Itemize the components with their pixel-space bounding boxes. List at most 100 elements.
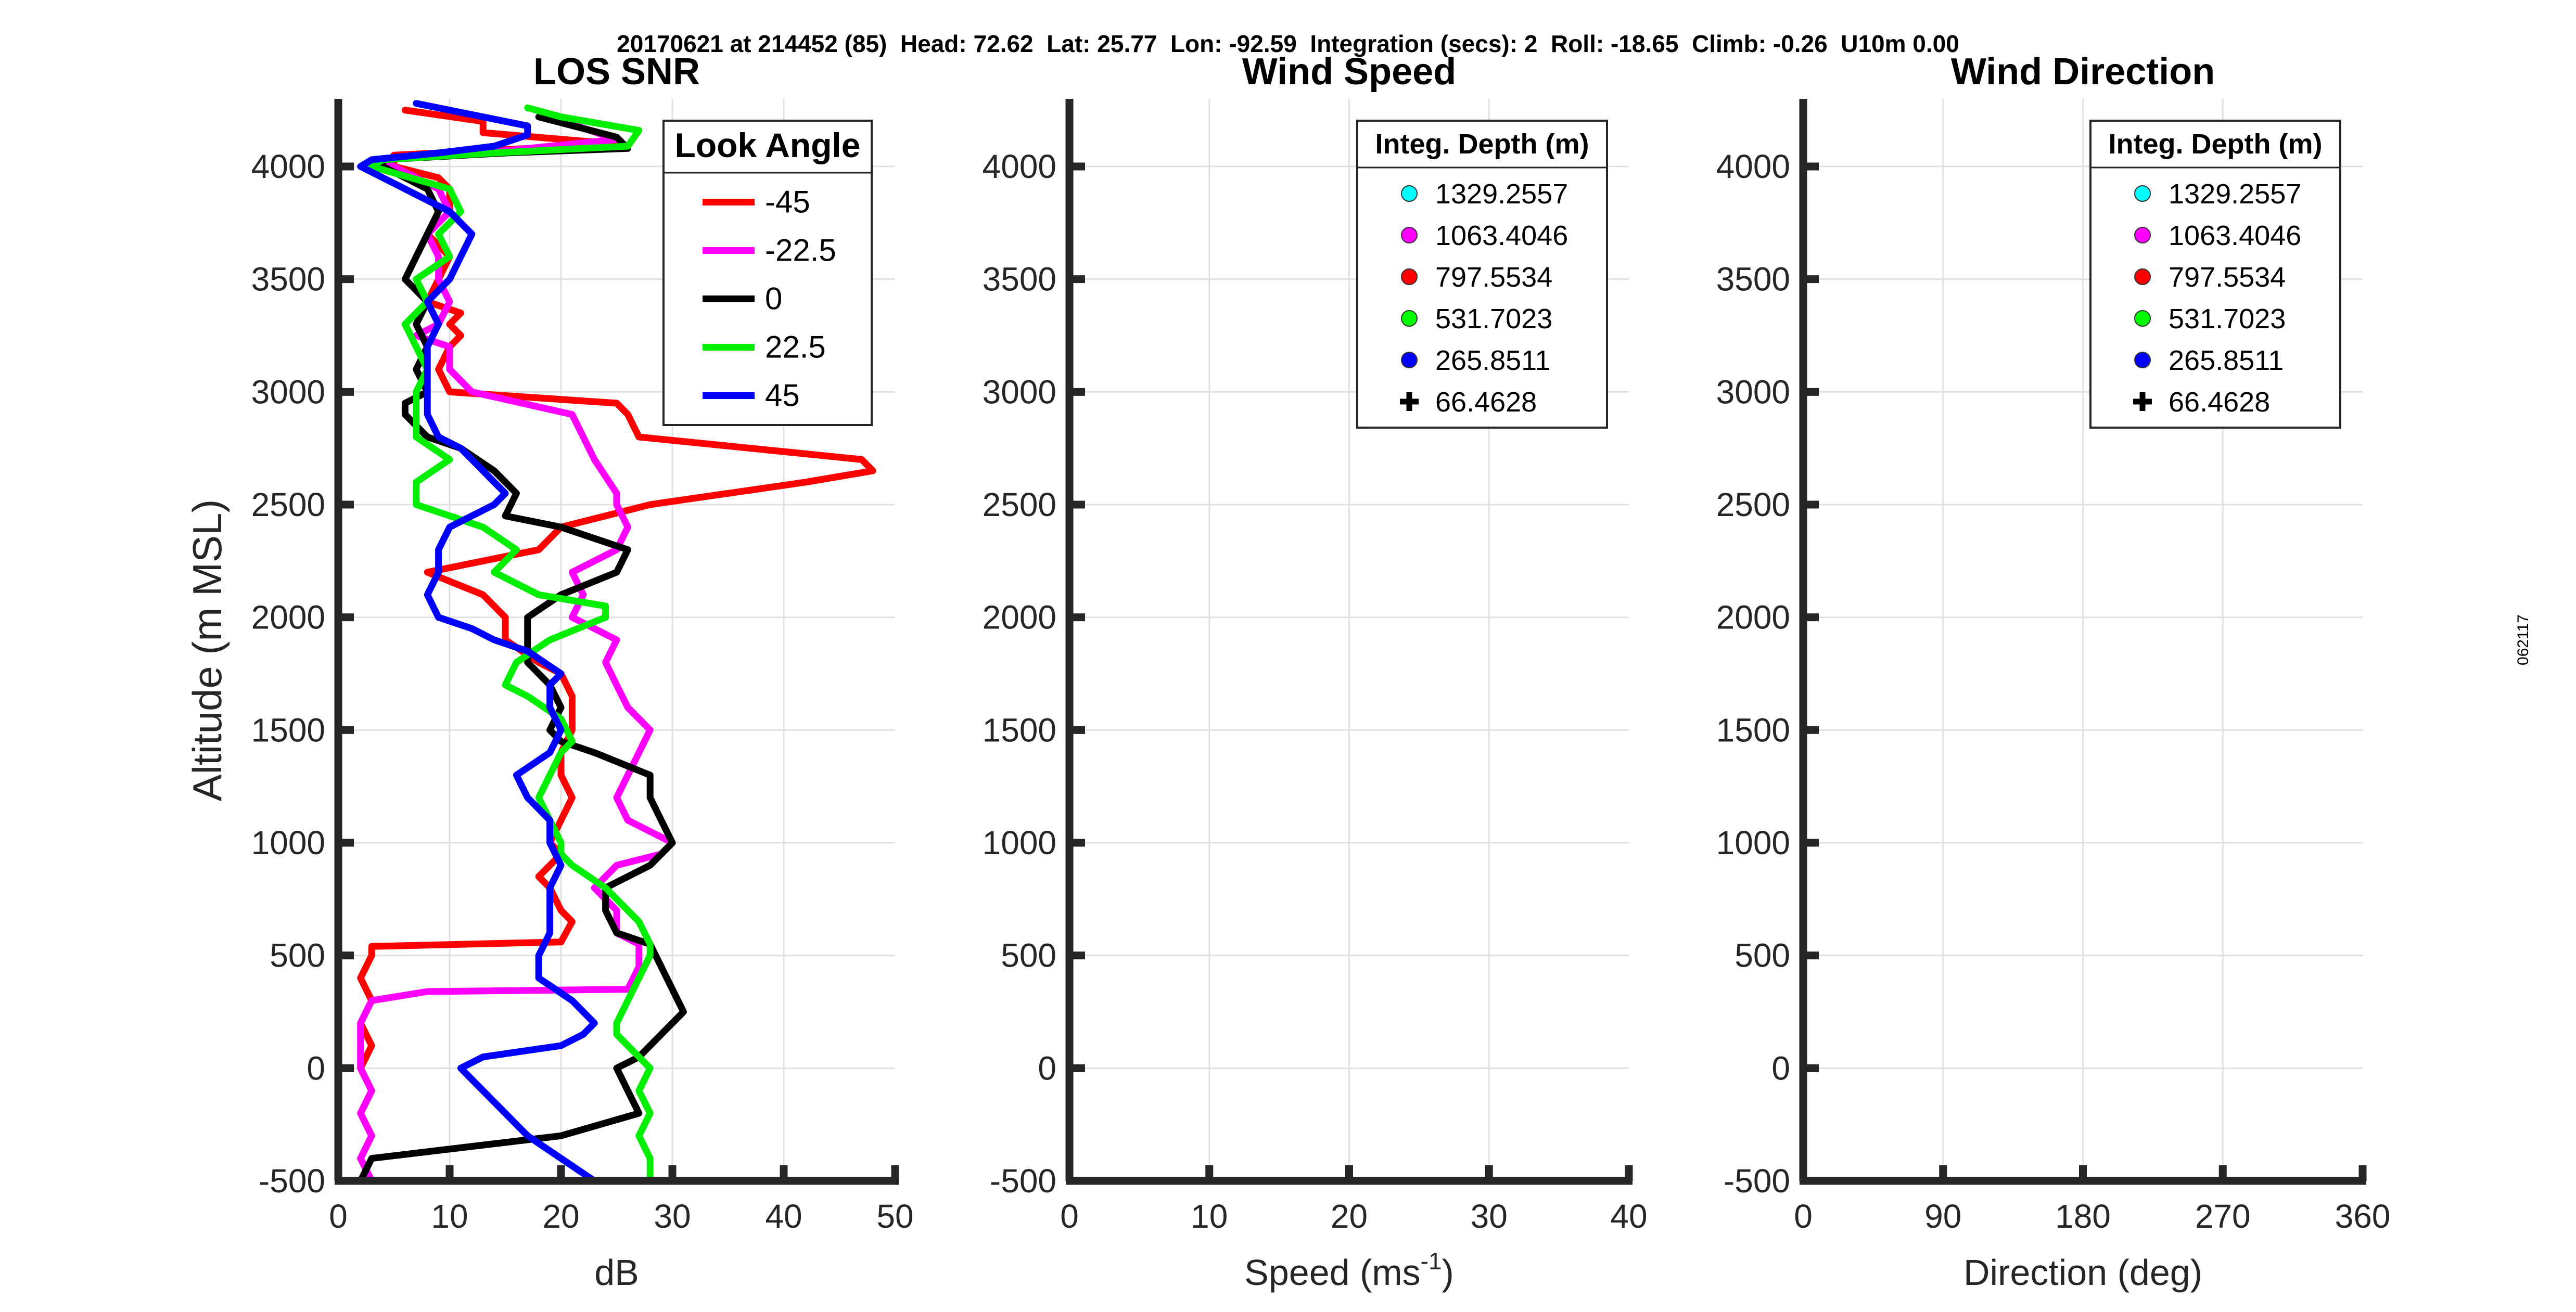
legend-box: [1356, 120, 1608, 429]
legend-label: 1329.2557: [2169, 178, 2301, 210]
x-tick-label: 50: [876, 1198, 913, 1235]
y-tick-label: 1000: [983, 824, 1056, 861]
legend-label: 22.5: [765, 330, 826, 365]
wind-speed-axes: 0 10 20 30 40-500050010001500200025003000350…: [983, 51, 1648, 1293]
legend-label: 45: [765, 378, 800, 413]
xlabel-close: ): [1442, 1252, 1454, 1293]
y-tick-label: 2500: [1716, 486, 1790, 523]
legend-label: 1063.4046: [2169, 220, 2301, 251]
y-tick-label: -500: [1724, 1162, 1790, 1200]
xlabel-superscript: -1: [1421, 1247, 1442, 1275]
los-snr-ylabel: Altitude (m MSL): [184, 499, 230, 802]
xlabel-text: dB: [594, 1252, 639, 1293]
y-tick-label: 0: [307, 1049, 325, 1087]
y-tick-label: 500: [270, 937, 325, 974]
legend-label: 531.7023: [2169, 303, 2286, 335]
y-tick-label: -500: [259, 1162, 325, 1200]
xlabel-text: Speed (ms: [1244, 1252, 1420, 1293]
y-tick-label: 1500: [983, 711, 1056, 749]
x-tick-label: 40: [1610, 1198, 1647, 1235]
figure-suptitle: 20170621 at 214452 (85) Head: 72.62 Lat:…: [617, 30, 1959, 57]
series-line-45: [357, 100, 598, 1185]
legend-label: 66.4628: [2169, 387, 2270, 418]
legend-label: 797.5534: [1435, 262, 1552, 293]
legend-label: 265.8511: [1435, 345, 1550, 376]
legend-marker-265.8511: [2134, 352, 2151, 368]
y-tick-label: 4000: [1716, 148, 1790, 185]
x-tick-label: 20: [542, 1198, 579, 1235]
y-tick-label: 3000: [251, 373, 325, 410]
x-tick-label: 270: [2195, 1198, 2251, 1235]
wind-direction-xlabel: Direction (deg): [1963, 1252, 2202, 1293]
y-tick-label: 0: [1771, 1049, 1790, 1087]
x-tick-label: 180: [2055, 1198, 2111, 1235]
y-tick-label: 2000: [251, 599, 325, 636]
y-tick-label: 3500: [983, 261, 1056, 298]
legend-label: 1329.2557: [1435, 178, 1568, 210]
y-tick-label: 2000: [1716, 599, 1790, 636]
legend-marker-797.5534: [2134, 268, 2151, 285]
legend-marker-531.7023: [2134, 310, 2151, 327]
legend-label: 531.7023: [1435, 303, 1552, 335]
legend-label: 797.5534: [2169, 262, 2286, 293]
y-tick-label: 0: [1038, 1049, 1056, 1087]
legend-title: Integ. Depth (m): [2109, 128, 2323, 160]
y-tick-label: -500: [990, 1162, 1056, 1200]
los-snr-legend: Look Angle -45 -22.5 0 22.5 45: [662, 120, 873, 426]
wind-direction-axes: 0 90 180 270 360-500050010001500200025003000…: [1716, 51, 2391, 1293]
series-line-0: [357, 113, 687, 1185]
legend-label: 66.4628: [1435, 387, 1537, 418]
y-tick-label: 1500: [251, 711, 325, 749]
legend-box: [2089, 120, 2341, 429]
y-tick-label: 3000: [1716, 373, 1790, 410]
legend-marker-797.5534: [1401, 268, 1418, 285]
legend-box: [662, 120, 873, 426]
wind-direction-title: Wind Direction: [1951, 51, 2215, 93]
legend-marker-1329.2557: [2134, 185, 2151, 202]
legend-title: Look Angle: [675, 126, 861, 164]
y-tick-label: 1500: [1716, 711, 1790, 749]
xlabel-text: Direction (deg): [1963, 1252, 2202, 1293]
y-tick-label: 500: [1001, 937, 1056, 974]
legend-label: 265.8511: [2169, 345, 2284, 376]
legend-marker-1063.4046: [1401, 227, 1418, 243]
legend-label: 1063.4046: [1435, 220, 1568, 251]
wind-direction-legend: Integ. Depth (m) 1329.2557 1063.4046 797.55…: [2089, 120, 2341, 429]
los-snr-axes: 0 10 20 30 40 50-5000500100015002000250030003…: [184, 51, 914, 1293]
x-tick-label: 0: [1060, 1198, 1079, 1235]
x-tick-label: 40: [765, 1198, 802, 1235]
legend-title: Integ. Depth (m): [1375, 128, 1589, 160]
x-tick-label: 0: [329, 1198, 348, 1235]
legend-label: -22.5: [765, 233, 836, 268]
y-tick-label: 2500: [251, 486, 325, 523]
wind-speed-title: Wind Speed: [1242, 51, 1456, 93]
legend-marker-1329.2557: [1401, 185, 1418, 202]
side-date-label: 062117: [2515, 614, 2532, 665]
wind-speed-legend: Integ. Depth (m) 1329.2557 1063.4046 797.55…: [1356, 120, 1608, 429]
y-tick-label: 1000: [1716, 824, 1790, 861]
los-snr-title: LOS SNR: [533, 51, 700, 93]
x-tick-label: 30: [654, 1198, 691, 1235]
y-tick-label: 1000: [251, 824, 325, 861]
series-line-22.5: [368, 104, 654, 1185]
x-tick-label: 10: [431, 1198, 468, 1235]
y-tick-label: 4000: [983, 148, 1056, 185]
y-tick-label: 2000: [983, 599, 1056, 636]
y-tick-label: 3500: [251, 261, 325, 298]
wind-speed-xlabel: Speed (ms-1): [1244, 1247, 1454, 1293]
x-tick-label: 10: [1191, 1198, 1228, 1235]
los-snr-xlabel: dB: [594, 1252, 639, 1293]
los-snr-data: [357, 100, 876, 1185]
legend-marker-531.7023: [1401, 310, 1418, 327]
legend-marker-265.8511: [1401, 352, 1418, 368]
legend-marker-1063.4046: [2134, 227, 2151, 243]
y-tick-label: 500: [1735, 937, 1790, 974]
x-tick-label: 20: [1331, 1198, 1368, 1235]
x-tick-label: 360: [2335, 1198, 2391, 1235]
x-tick-label: 30: [1471, 1198, 1508, 1235]
y-tick-label: 3000: [983, 373, 1056, 410]
y-tick-label: 4000: [251, 148, 325, 185]
series-line--22.5: [357, 113, 676, 1185]
x-tick-label: 90: [1924, 1198, 1961, 1235]
